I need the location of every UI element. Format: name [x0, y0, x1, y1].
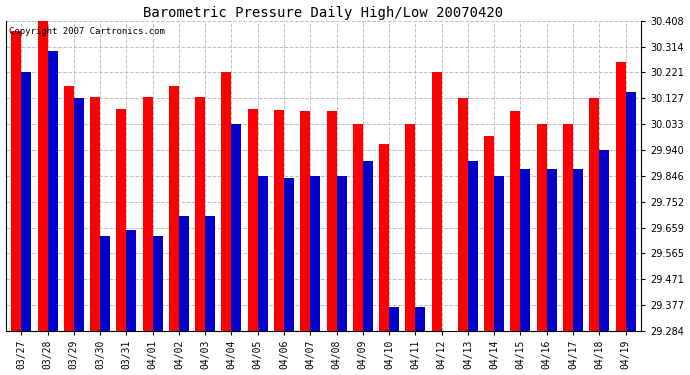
- Bar: [573, 169, 583, 331]
- Bar: [195, 98, 205, 331]
- Bar: [494, 176, 504, 331]
- Bar: [599, 150, 609, 331]
- Bar: [205, 216, 215, 331]
- Bar: [520, 169, 531, 331]
- Bar: [615, 62, 626, 331]
- Bar: [626, 92, 635, 331]
- Bar: [221, 72, 231, 331]
- Bar: [546, 169, 557, 331]
- Bar: [363, 161, 373, 331]
- Bar: [432, 72, 442, 331]
- Bar: [284, 177, 294, 331]
- Bar: [484, 136, 494, 331]
- Bar: [511, 111, 520, 331]
- Bar: [11, 31, 21, 331]
- Bar: [169, 86, 179, 331]
- Bar: [300, 111, 310, 331]
- Text: Copyright 2007 Cartronics.com: Copyright 2007 Cartronics.com: [9, 27, 165, 36]
- Bar: [117, 108, 126, 331]
- Bar: [389, 307, 399, 331]
- Bar: [126, 230, 137, 331]
- Bar: [415, 307, 425, 331]
- Bar: [458, 98, 468, 331]
- Title: Barometric Pressure Daily High/Low 20070420: Barometric Pressure Daily High/Low 20070…: [144, 6, 504, 20]
- Bar: [21, 72, 31, 331]
- Bar: [337, 176, 346, 331]
- Bar: [379, 144, 389, 331]
- Bar: [64, 86, 74, 331]
- Bar: [90, 98, 100, 331]
- Bar: [537, 124, 546, 331]
- Bar: [100, 236, 110, 331]
- Bar: [48, 51, 57, 331]
- Bar: [310, 176, 320, 331]
- Bar: [179, 216, 189, 331]
- Bar: [38, 21, 48, 331]
- Bar: [406, 124, 415, 331]
- Bar: [248, 108, 258, 331]
- Bar: [274, 110, 284, 331]
- Bar: [353, 124, 363, 331]
- Bar: [143, 98, 152, 331]
- Bar: [326, 111, 337, 331]
- Bar: [152, 236, 163, 331]
- Bar: [74, 98, 84, 331]
- Bar: [231, 124, 241, 331]
- Bar: [589, 98, 599, 331]
- Bar: [258, 176, 268, 331]
- Bar: [468, 161, 478, 331]
- Bar: [563, 124, 573, 331]
